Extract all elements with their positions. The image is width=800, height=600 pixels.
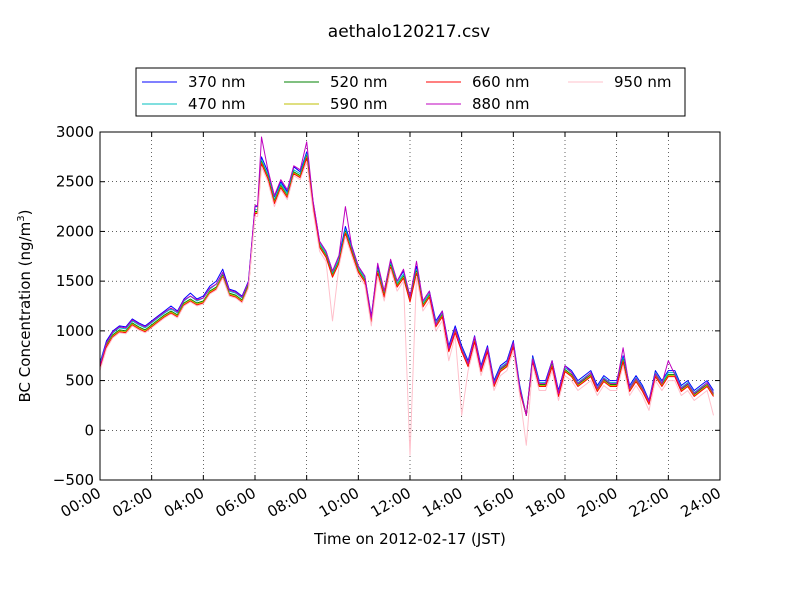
legend-label: 660 nm <box>472 73 530 91</box>
chart-title: aethalo120217.csv <box>328 22 490 42</box>
y-axis-label: BC Concentration (ng/m3) <box>16 210 34 403</box>
x-tick-label: 06:00 <box>213 484 259 521</box>
y-axis-label-superscript: 3 <box>16 215 27 221</box>
y-tick-label: 3000 <box>56 123 94 141</box>
x-tick-label: 02:00 <box>109 484 155 521</box>
plot-lines <box>99 136 714 456</box>
x-tick-label: 10:00 <box>316 484 362 521</box>
y-tick-label: 0 <box>84 421 94 439</box>
y-tick-label: 2000 <box>56 222 94 240</box>
series-line-590-nm <box>99 156 714 416</box>
legend-label: 520 nm <box>330 73 388 91</box>
legend-label: 950 nm <box>614 73 672 91</box>
legend-label: 470 nm <box>188 95 246 113</box>
legend-label: 590 nm <box>330 95 388 113</box>
y-tick-label: 1500 <box>56 272 94 290</box>
x-tick-label: 24:00 <box>678 484 724 521</box>
y-tick-label: −500 <box>53 471 94 489</box>
x-tick-label: 14:00 <box>419 484 465 521</box>
legend-box <box>135 67 686 117</box>
x-tick-label: 04:00 <box>161 484 207 521</box>
y-axis: −500 0 500 1000 1500 2000 2500 3000 <box>53 123 720 489</box>
x-tick-label: 22:00 <box>626 484 672 521</box>
legend-label: 370 nm <box>188 73 246 91</box>
series-line-950-nm <box>99 161 714 456</box>
grid-lines <box>100 132 720 480</box>
x-axis-label: Time on 2012-02-17 (JST) <box>313 530 506 548</box>
x-tick-label: 16:00 <box>471 484 517 521</box>
y-axis-label-text: BC Concentration (ng/m <box>16 222 34 403</box>
x-tick-label: 12:00 <box>368 484 414 521</box>
x-axis: 00:00 02:00 04:00 06:00 08:00 10:00 12:00 14:00… <box>58 132 724 521</box>
y-tick-label: 2500 <box>56 173 94 191</box>
x-tick-label: 00:00 <box>58 484 104 521</box>
y-axis-label-close: ) <box>16 210 34 216</box>
x-tick-label: 20:00 <box>574 484 620 521</box>
y-tick-label: 1000 <box>56 322 94 340</box>
x-tick-label: 18:00 <box>523 484 569 521</box>
x-tick-label: 08:00 <box>264 484 310 521</box>
y-tick-label: 500 <box>65 372 94 390</box>
legend-label: 880 nm <box>472 95 530 113</box>
series-line-520-nm <box>99 155 714 416</box>
series-line-660-nm <box>99 157 714 416</box>
legend: 370 nm 470 nm 520 nm 590 nm 660 nm 880 nm 950 … <box>135 67 686 117</box>
series-line-880-nm <box>99 136 714 416</box>
